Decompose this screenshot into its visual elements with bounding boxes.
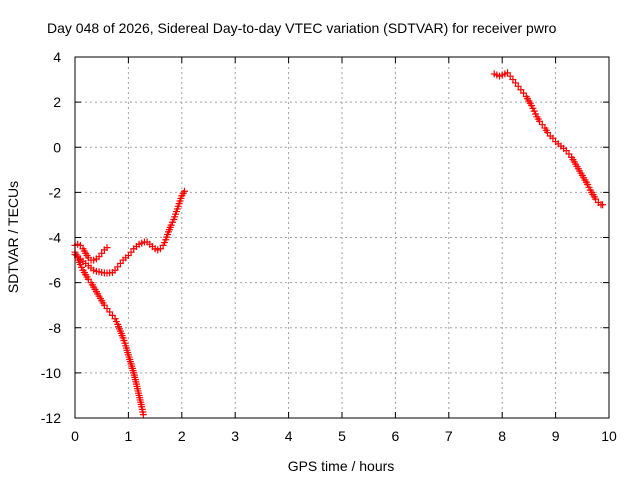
x-axis-title: GPS time / hours bbox=[288, 458, 395, 474]
y-tick-label: 0 bbox=[53, 139, 61, 155]
data-point bbox=[139, 411, 147, 419]
data-series bbox=[71, 248, 147, 419]
data-point bbox=[180, 187, 188, 195]
x-tick-label: 0 bbox=[71, 428, 79, 444]
x-tick-label: 1 bbox=[125, 428, 133, 444]
x-tick-label: 9 bbox=[552, 428, 560, 444]
y-tick-label: -12 bbox=[41, 410, 61, 426]
data-series bbox=[490, 69, 607, 209]
x-tick-label: 6 bbox=[392, 428, 400, 444]
data-point bbox=[103, 244, 111, 252]
y-tick-label: -4 bbox=[49, 230, 62, 246]
data-series bbox=[71, 240, 111, 264]
axis-ticks: 0 1 2 3 4 5 6 7 8 9 10 -12 -10 -8 -6 -4 -2 0 2 4 bbox=[41, 49, 617, 444]
x-tick-label: 5 bbox=[338, 428, 346, 444]
x-tick-label: 4 bbox=[285, 428, 293, 444]
x-tick-label: 10 bbox=[601, 428, 617, 444]
y-axis-title: SDTVAR / TECUs bbox=[5, 181, 21, 293]
y-tick-label: 2 bbox=[53, 94, 61, 110]
y-tick-label: -6 bbox=[49, 275, 62, 291]
data-markers bbox=[71, 69, 607, 419]
y-tick-label: -10 bbox=[41, 365, 61, 381]
y-tick-label: -8 bbox=[49, 320, 62, 336]
x-tick-label: 7 bbox=[445, 428, 453, 444]
plot-frame bbox=[74, 56, 610, 419]
y-tick-label: 4 bbox=[53, 49, 61, 65]
y-tick-label: -2 bbox=[49, 184, 62, 200]
x-tick-label: 3 bbox=[231, 428, 239, 444]
data-series bbox=[71, 187, 188, 277]
x-tick-label: 8 bbox=[498, 428, 506, 444]
data-point bbox=[599, 201, 607, 209]
grid bbox=[75, 57, 609, 418]
chart-title: Day 048 of 2026, Sidereal Day-to-day VTE… bbox=[47, 20, 557, 36]
x-tick-label: 2 bbox=[178, 428, 186, 444]
